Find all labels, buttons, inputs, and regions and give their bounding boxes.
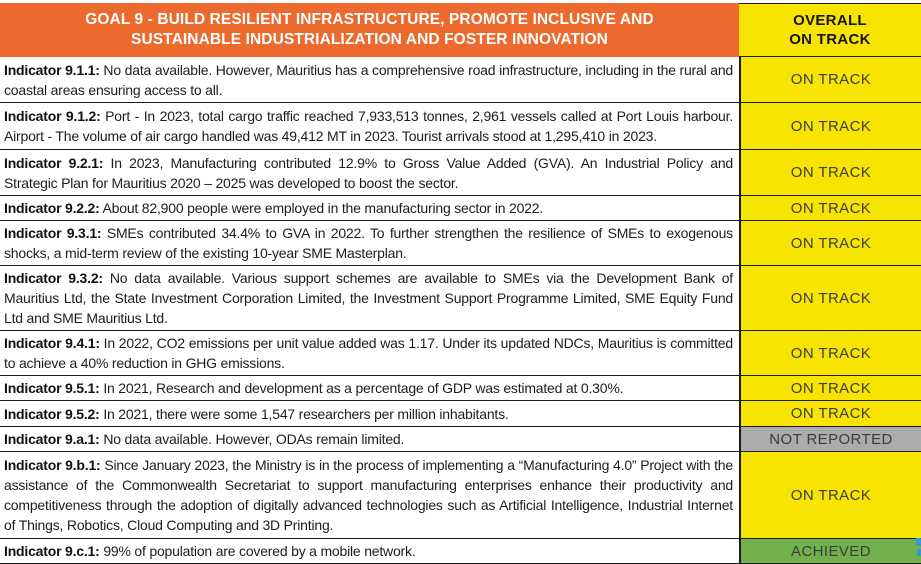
indicator-paragraph: Indicator 9.b.1: Since January 2023, the… [4,455,733,535]
indicator-description: In 2021, there were some 1,547 researche… [103,405,509,422]
indicator-paragraph: Indicator 9.a.1: No data available. Howe… [4,429,733,449]
indicator-paragraph: Indicator 9.3.2: No data available. Vari… [4,268,733,328]
goal-title-line1: GOAL 9 - BUILD RESILIENT INFRASTRUCTURE,… [85,11,654,28]
indicator-label: Indicator 9.b.1: [4,457,101,473]
indicator-row-9-5-2: Indicator 9.5.2: In 2021, there were som… [0,401,921,427]
indicator-description: 99% of population are covered by a mobil… [103,543,416,559]
indicator-description: In 2021, Research and development as a p… [103,380,624,396]
indicator-label: Indicator 9.1.2: [4,108,101,124]
indicator-row-9-a-1: Indicator 9.a.1: No data available. Howe… [0,427,921,452]
indicator-cell: Indicator 9.3.2: No data available. Vari… [0,266,739,331]
indicator-description: Since January 2023, the Ministry is in t… [4,457,733,533]
indicator-paragraph: Indicator 9.2.1: In 2023, Manufacturing … [4,153,733,193]
status-badge: ON TRACK [790,289,872,307]
status-cell: ON TRACK [739,452,921,539]
indicator-paragraph: Indicator 9.2.2: About 82,900 people wer… [4,198,733,218]
indicator-label: Indicator 9.3.2: [4,270,103,286]
indicator-paragraph: Indicator 9.1.2: Port - In 2023, total c… [4,106,733,146]
indicator-cell: Indicator 9.1.2: Port - In 2023, total c… [0,103,739,150]
indicator-paragraph: Indicator 9.5.1: In 2021, Research and d… [4,378,733,398]
indicator-paragraph: Indicator 9.4.1: In 2022, CO2 emissions … [4,333,733,373]
indicator-label: Indicator 9.4.1: [4,335,100,351]
status-cell: ON TRACK [739,401,921,427]
status-cell: ACHIEVED [739,539,921,564]
status-cell: ON TRACK [739,376,921,401]
indicator-description: In 2022, CO2 emissions per unit value ad… [4,335,733,371]
status-badge: ON TRACK [790,199,872,217]
indicator-label: Indicator 9.5.2: [4,405,100,422]
cropped-blue-text-fragment [917,549,921,556]
table-header-row: GOAL 9 - BUILD RESILIENT INFRASTRUCTURE,… [0,3,921,57]
indicator-description: In 2023, Manufacturing contributed 12.9%… [4,154,734,191]
indicator-description: No data available. However, Mauritius ha… [4,61,733,98]
goal-title: GOAL 9 - BUILD RESILIENT INFRASTRUCTURE,… [8,10,731,50]
indicator-paragraph: Indicator 9.1.1: No data available. Howe… [4,60,733,100]
indicator-cell: Indicator 9.5.2: In 2021, there were som… [0,401,739,427]
indicator-cell: Indicator 9.b.1: Since January 2023, the… [0,452,739,539]
indicator-label: Indicator 9.2.1: [4,154,104,171]
indicator-description: About 82,900 people were employed in the… [102,200,544,216]
status-cell: ON TRACK [739,221,921,266]
indicator-cell: Indicator 9.4.1: In 2022, CO2 emissions … [0,331,739,376]
indicator-cell: Indicator 9.c.1: 99% of population are c… [0,539,739,564]
status-cell: ON TRACK [739,57,921,103]
status-badge: ON TRACK [790,486,872,504]
status-badge: NOT REPORTED [769,430,893,448]
status-badge: ON TRACK [790,117,872,135]
status-badge: ACHIEVED [791,542,871,560]
indicator-cell: Indicator 9.5.1: In 2021, Research and d… [0,376,739,401]
status-cell: ON TRACK [739,196,921,221]
indicator-paragraph: Indicator 9.5.2: In 2021, there were som… [4,404,733,424]
status-cell: ON TRACK [739,266,921,331]
indicator-cell: Indicator 9.a.1: No data available. Howe… [0,427,739,452]
indicator-label: Indicator 9.5.1: [4,380,100,396]
status-badge: ON TRACK [790,405,872,422]
status-badge: ON TRACK [790,379,872,397]
status-cell: NOT REPORTED [739,427,921,452]
indicator-row-9-3-2: Indicator 9.3.2: No data available. Vari… [0,266,921,331]
status-badge: ON TRACK [790,344,872,362]
indicator-label: Indicator 9.a.1: [4,431,100,447]
indicator-row-9-2-2: Indicator 9.2.2: About 82,900 people wer… [0,196,921,221]
indicator-label: Indicator 9.1.1: [4,61,100,78]
goal-title-cell: GOAL 9 - BUILD RESILIENT INFRASTRUCTURE,… [0,3,739,57]
indicator-row-9-2-1: Indicator 9.2.1: In 2023, Manufacturing … [0,150,921,196]
indicator-paragraph: Indicator 9.c.1: 99% of population are c… [4,541,733,561]
goal-title-line2: SUSTAINABLE INDUSTRIALIZATION AND FOSTER… [131,31,608,48]
overall-status-line2: ON TRACK [789,31,871,48]
indicator-row-9-1-1: Indicator 9.1.1: No data available. Howe… [0,57,921,103]
indicator-row-9-c-1: Indicator 9.c.1: 99% of population are c… [0,539,921,564]
overall-status-line1: OVERALL [793,12,867,29]
indicator-row-9-5-1: Indicator 9.5.1: In 2021, Research and d… [0,376,921,401]
status-cell: ON TRACK [739,331,921,376]
indicator-description: No data available. However, ODAs remain … [103,431,405,447]
indicator-row-9-3-1: Indicator 9.3.1: SMEs contributed 34.4% … [0,221,921,266]
indicator-row-9-1-2: Indicator 9.1.2: Port - In 2023, total c… [0,103,921,150]
indicator-description: SMEs contributed 34.4% to GVA in 2022. T… [4,225,733,261]
indicator-row-9-b-1: Indicator 9.b.1: Since January 2023, the… [0,452,921,539]
indicator-description: No data available. Various support schem… [4,270,733,326]
indicator-row-9-4-1: Indicator 9.4.1: In 2022, CO2 emissions … [0,331,921,376]
status-cell: ON TRACK [739,150,921,196]
status-badge: ON TRACK [790,164,872,181]
status-cell: ON TRACK [739,103,921,150]
indicator-label: Indicator 9.3.1: [4,225,102,241]
indicator-cell: Indicator 9.2.1: In 2023, Manufacturing … [0,150,739,196]
indicator-cell: Indicator 9.3.1: SMEs contributed 34.4% … [0,221,739,266]
indicator-description: Port - In 2023, total cargo traffic reac… [4,108,734,144]
status-badge: ON TRACK [790,234,872,252]
status-badge: ON TRACK [790,71,872,88]
indicator-label: Indicator 9.2.2: [4,200,100,216]
cropped-blue-text-fragment [916,538,921,546]
overall-status-cell: OVERALL ON TRACK [739,3,921,57]
indicator-paragraph: Indicator 9.3.1: SMEs contributed 34.4% … [4,223,733,263]
indicator-cell: Indicator 9.2.2: About 82,900 people wer… [0,196,739,221]
indicator-label: Indicator 9.c.1: [4,543,100,559]
indicator-cell: Indicator 9.1.1: No data available. Howe… [0,57,739,103]
